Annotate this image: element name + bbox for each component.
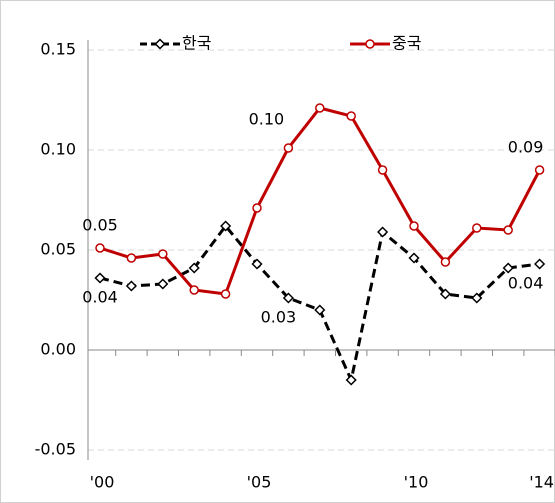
marker: [315, 103, 325, 113]
marker: [220, 289, 231, 299]
marker: [282, 292, 294, 304]
y-tick-label: 0.00: [40, 340, 76, 359]
data-label: 0.05: [82, 216, 118, 235]
marker: [158, 249, 168, 259]
data-label: 0.03: [261, 308, 297, 327]
y-tick-label: -0.05: [35, 440, 76, 459]
marker: [377, 165, 388, 175]
marker: [346, 111, 356, 121]
marker: [251, 258, 263, 270]
marker: [503, 225, 513, 235]
y-tick-label: 0.05: [40, 240, 76, 259]
marker: [189, 285, 199, 295]
marker: [188, 262, 200, 274]
marker: [220, 220, 232, 232]
marker: [534, 165, 545, 175]
legend-marker: [365, 39, 375, 49]
y-tick-label: 0.10: [40, 140, 76, 159]
x-tick-label: '14: [529, 473, 554, 492]
marker: [125, 280, 137, 292]
legend-label: 한국: [182, 34, 211, 53]
marker: [502, 262, 514, 274]
marker: [472, 223, 482, 233]
marker: [440, 257, 451, 267]
legend-marker: [154, 38, 166, 50]
marker: [94, 272, 106, 284]
marker: [157, 278, 169, 290]
marker: [252, 203, 262, 213]
x-tick-label: '10: [404, 473, 429, 492]
marker: [471, 292, 483, 304]
marker: [377, 226, 389, 238]
marker: [283, 143, 294, 153]
legend-label: 중국: [392, 34, 421, 53]
y-tick-label: 0.15: [40, 40, 76, 59]
marker: [439, 288, 451, 300]
data-label: 0.10: [249, 110, 285, 129]
marker: [345, 374, 357, 386]
data-label: 0.04: [82, 288, 118, 307]
data-label: 0.04: [508, 274, 544, 293]
marker: [409, 221, 419, 231]
x-tick-label: '00: [90, 473, 115, 492]
marker: [95, 243, 105, 253]
data-label: 0.09: [508, 138, 544, 157]
x-tick-label: '05: [247, 473, 272, 492]
marker: [534, 258, 546, 270]
marker: [408, 252, 420, 264]
marker: [126, 253, 137, 263]
marker: [314, 304, 326, 316]
